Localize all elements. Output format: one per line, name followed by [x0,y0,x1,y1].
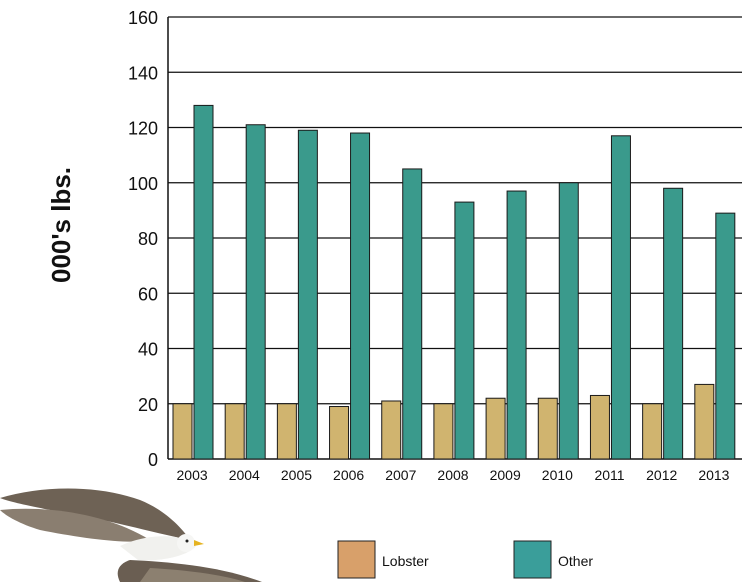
x-tick-label: 2003 [177,467,208,483]
seagull-image [0,488,262,582]
bar-other-2004 [245,124,266,460]
y-tick-label: 160 [128,8,158,28]
x-tick-label: 2004 [229,467,260,483]
bar-lobster-2011 [589,394,610,460]
x-tick-label: 2009 [490,467,521,483]
bar-other-2008 [454,201,475,460]
legend-label-lobster: Lobster [382,553,429,569]
bar-lobster-2004 [224,403,245,460]
y-tick-label: 20 [138,395,158,415]
x-tick-label: 2005 [281,467,312,483]
x-tick-label: 2012 [646,467,677,483]
bar-lobster-2012 [642,403,663,460]
bar-other-2005 [297,129,318,460]
x-tick-label: 2010 [542,467,573,483]
y-tick-label: 140 [128,63,158,83]
y-tick-label: 0 [148,450,158,470]
legend: Lobster Other [337,540,593,579]
legend-label-other: Other [558,553,593,569]
y-tick-label: 100 [128,174,158,194]
bar-lobster-2003 [172,403,193,460]
legend-swatch-lobster [337,540,376,579]
x-tick-label: 2013 [698,467,729,483]
x-tick-label: 2011 [594,467,624,483]
y-axis-label: 000's lbs. [46,167,76,283]
bar-lobster-2013 [694,383,715,460]
y-tick-label: 60 [138,284,158,304]
bar-other-2003 [193,104,214,460]
bar-other-2009 [506,190,527,460]
bar-lobster-2005 [276,403,297,460]
bar-lobster-2007 [381,400,402,460]
bar-other-2010 [558,182,579,460]
bar-lobster-2008 [433,403,454,460]
x-tick-label: 2007 [385,467,416,483]
plot-area: 0 20 40 60 80 100 120 140 160 2003 2004 2005 2006 200… [128,8,742,483]
bar-other-2011 [610,135,631,460]
y-tick-label: 120 [128,119,158,139]
y-tick-label: 40 [138,340,158,360]
x-tick-label: 2008 [437,467,468,483]
bar-other-2006 [350,132,371,460]
bar-other-2013 [715,212,736,460]
bar-other-2012 [663,187,684,460]
bar-other-2007 [402,168,423,460]
bar-lobster-2010 [537,397,558,460]
legend-swatch-other [513,540,552,579]
x-tick-label: 2006 [333,467,364,483]
bar-lobster-2009 [485,397,506,460]
bar-lobster-2006 [329,406,350,460]
y-tick-label: 80 [138,229,158,249]
